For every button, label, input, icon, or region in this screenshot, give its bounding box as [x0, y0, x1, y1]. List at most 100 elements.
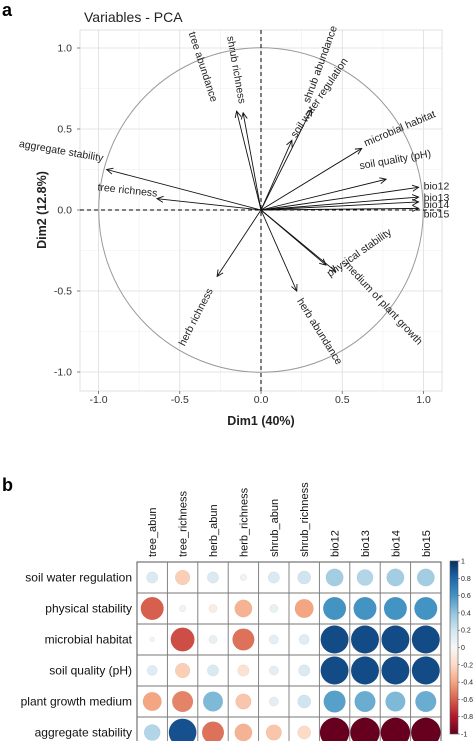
corr-cell-soil-water-regulation-bio15 [416, 568, 435, 587]
corr-cell-soil-quality-ph-herb-abun [207, 664, 219, 677]
corr-cell-microbial-habitat-shrub-richness [298, 634, 310, 645]
col-label-bio14: bio14 [390, 530, 402, 557]
arrow-head [411, 194, 420, 201]
corr-cell-aggregate-stability-herb-abun [201, 721, 225, 741]
colorbar-tick-label: 0 [461, 645, 465, 652]
colorbar-tick-label: 0.4 [461, 610, 471, 617]
corr-cell-aggregate-stability-tree-abun [143, 724, 161, 741]
y-axis-label: Dim2 (12.8%) [35, 171, 49, 249]
arrow-head [411, 198, 420, 206]
col-label-shrub-abun: shrub_abun [269, 499, 281, 557]
corr-cell-soil-quality-ph-shrub-abun [268, 665, 279, 676]
x-tick-label: 0.0 [254, 394, 269, 406]
panel-label-a: a [2, 0, 13, 20]
corr-cell-aggregate-stability-bio15 [410, 717, 441, 741]
corr-cell-plant-growth-medium-bio12 [323, 690, 346, 713]
colorbar-tick-label: 0.8 [461, 576, 471, 583]
colorbar-tick-label: 0.2 [461, 628, 471, 635]
corr-cell-physical-stability-bio15 [414, 596, 438, 621]
arrow-shaft [156, 198, 262, 211]
row-label-soil-quality-ph: soil quality (pH) [49, 664, 132, 678]
corr-cell-plant-growth-medium-tree-abun [142, 691, 162, 712]
corr-cell-soil-quality-ph-bio15 [411, 656, 440, 685]
corr-cell-physical-stability-bio13 [353, 596, 377, 621]
corr-cell-microbial-habitat-herb-richness [232, 628, 255, 651]
row-labels: soil water regulation physical stability m… [21, 571, 133, 740]
arrow-head [291, 283, 298, 292]
col-label-bio12: bio12 [330, 530, 342, 557]
y-tick-label: -0.5 [54, 286, 72, 298]
arrow-shaft [260, 109, 312, 211]
corr-cell-soil-water-regulation-shrub-richness [297, 570, 312, 585]
arrow-shaft [260, 178, 387, 211]
corr-cell-microbial-habitat-bio14 [381, 625, 410, 654]
corr-cell-soil-water-regulation-tree-abun [146, 571, 159, 584]
correlation-cells [140, 568, 441, 741]
corr-cell-microbial-habitat-bio12 [320, 625, 349, 654]
corr-cell-aggregate-stability-herb-richness [234, 723, 253, 741]
row-label-aggregate-stability: aggregate stability [35, 726, 132, 740]
corr-cell-soil-quality-ph-tree-abun [146, 665, 158, 676]
pca-tick-labels: -1.0 -0.5 0.0 0.5 1.0 -1.0 -0.5 0.0 0.5 1.0 [54, 43, 431, 407]
y-tick-label: 0.5 [57, 124, 72, 136]
corr-cell-soil-water-regulation-tree-richness [175, 569, 191, 586]
arrow-head [319, 258, 327, 266]
arrow-head [105, 167, 114, 175]
corr-cell-physical-stability-bio12 [322, 596, 347, 621]
arrow-head [234, 110, 242, 119]
corr-cell-soil-quality-ph-herb-richness [237, 664, 250, 677]
arrow-head [286, 139, 293, 148]
y-tick-label: 1.0 [57, 43, 72, 55]
arrow-head [155, 195, 164, 203]
arrow-label-bio15: bio15 [424, 208, 450, 220]
arrow-shaft [106, 169, 262, 211]
arrow-shaft [260, 207, 419, 211]
arrow-label-bio14: bio14 [424, 199, 450, 211]
arrow-bio15: bio15 [260, 204, 450, 220]
pca-plot: -1.0 -0.5 0.0 0.5 1.0-1.0-0.50.00.51.0 shrub… [18, 9, 449, 428]
corr-cell-physical-stability-shrub-abun [269, 604, 279, 613]
arrow-shaft [260, 196, 419, 211]
pca-title: Variables - PCA [84, 9, 183, 25]
corr-cell-microbial-habitat-shrub-abun [268, 634, 279, 645]
corr-cell-plant-growth-medium-bio14 [385, 691, 406, 712]
x-tick-label: 0.5 [335, 394, 350, 406]
corr-cell-soil-water-regulation-herb-richness [239, 573, 247, 582]
corr-cell-microbial-habitat-bio13 [350, 625, 380, 654]
corr-cell-physical-stability-herb-abun [208, 604, 218, 613]
y-tick-label: -1.0 [54, 367, 72, 379]
corr-cell-aggregate-stability-bio14 [380, 717, 411, 741]
colorbar-tick-label: -0.2 [461, 662, 473, 669]
y-tick-label: 0.0 [57, 205, 72, 217]
row-label-plant-growth-medium: plant growth medium [21, 695, 132, 709]
corr-cell-aggregate-stability-bio12 [319, 717, 350, 741]
corr-cell-plant-growth-medium-bio15 [415, 690, 437, 713]
corr-cell-aggregate-stability-shrub-abun [265, 724, 282, 741]
arrow-label-bio12: bio12 [424, 180, 450, 192]
corr-cell-aggregate-stability-bio13 [350, 717, 380, 741]
corr-cell-physical-stability-tree-abun [140, 596, 164, 621]
corr-cell-soil-quality-ph-bio12 [320, 656, 349, 685]
colorbar-tick-label: -0.6 [461, 697, 473, 704]
col-label-herb-richness: herb_richness [238, 487, 250, 557]
x-tick-label: -1.0 [89, 394, 107, 406]
col-label-shrub-richness: shrub_richness [299, 482, 311, 557]
col-label-bio15: bio15 [421, 530, 433, 557]
arrow-shaft [260, 186, 419, 211]
corr-cell-plant-growth-medium-tree-richness [171, 690, 194, 713]
colorbar-gradient [449, 560, 459, 735]
corr-cell-aggregate-stability-tree-richness [168, 718, 197, 741]
corr-cell-physical-stability-shrub-richness [294, 598, 314, 619]
x-tick-label: -0.5 [171, 394, 189, 406]
colorbar-tick-label: -0.4 [461, 680, 473, 687]
arrow-head [412, 204, 420, 212]
row-label-soil-water-regulation: soil water regulation [25, 571, 132, 585]
corr-cell-plant-growth-medium-herb-richness [235, 693, 252, 710]
arrow-shaft [260, 148, 362, 211]
corr-cell-microbial-habitat-tree-richness [170, 627, 195, 652]
arrow-shaft [260, 209, 327, 266]
colorbar-tick-label: -1 [461, 732, 467, 739]
corr-cell-microbial-habitat-tree-abun [149, 636, 155, 643]
arrow-head [379, 177, 388, 185]
